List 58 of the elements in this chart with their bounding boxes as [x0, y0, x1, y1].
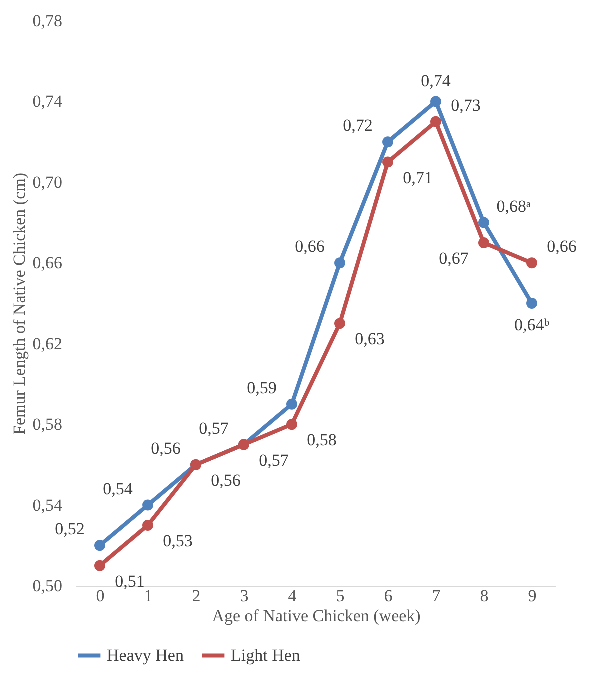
- legend-label: Heavy Hen: [107, 646, 184, 665]
- x-tick-label: 4: [288, 586, 298, 606]
- data-label: 0,53: [163, 531, 193, 550]
- data-label: 0,72: [343, 116, 373, 136]
- x-axis-title: Age of Native Chicken (week): [212, 606, 421, 626]
- x-tick-label: 0: [96, 586, 105, 606]
- x-tick-label: 9: [528, 586, 537, 606]
- data-label: 0,51: [115, 572, 145, 591]
- point: [478, 217, 490, 228]
- point: [142, 500, 154, 511]
- point: [478, 238, 490, 248]
- data-label: 0,56: [211, 470, 241, 490]
- point: [382, 136, 394, 148]
- y-tick-label: 0,70: [32, 172, 62, 192]
- data-label: 0,52: [55, 520, 85, 539]
- data-label: 0,73: [451, 96, 481, 115]
- point: [526, 258, 538, 269]
- x-tick-label: 7: [432, 586, 442, 606]
- x-tick-label: 3: [240, 586, 249, 606]
- point: [430, 96, 442, 108]
- data-label: 0,66: [547, 237, 577, 256]
- x-tick-label: 1: [144, 586, 153, 606]
- point: [334, 258, 346, 269]
- x-tick-label: 6: [384, 586, 393, 606]
- data-label: 0,74: [421, 72, 452, 91]
- data-label: 0,71: [403, 168, 433, 188]
- y-tick-label: 0,74: [32, 92, 63, 112]
- point: [94, 540, 106, 552]
- y-tick-label: 0,66: [32, 254, 62, 273]
- data-label: 0,64ᵇ: [514, 316, 550, 334]
- data-label: 0,54: [103, 479, 134, 498]
- y-axis-title: Femur Length of Native Chicken (cm): [10, 172, 29, 436]
- data-label: 0,63: [355, 330, 385, 349]
- point: [526, 298, 538, 309]
- x-tick-label: 5: [336, 586, 345, 606]
- data-label: 0,58: [307, 430, 337, 450]
- data-label: 0,67: [439, 248, 470, 268]
- legend-label: Light Hen: [231, 646, 301, 665]
- y-tick-label: 0,78: [32, 12, 62, 30]
- y-tick-label: 0,62: [32, 334, 62, 354]
- x-tick-label: 8: [480, 586, 489, 606]
- y-tick-label: 0,54: [32, 496, 63, 515]
- x-tick-label: 2: [192, 586, 201, 606]
- data-label: 0,68ᵃ: [496, 196, 532, 216]
- point: [430, 116, 442, 128]
- point: [286, 398, 298, 410]
- point: [286, 419, 298, 430]
- point: [334, 318, 346, 330]
- data-label: 0,59: [247, 378, 277, 398]
- data-label: 0,66: [295, 237, 325, 256]
- point: [382, 156, 394, 168]
- point: [94, 560, 106, 572]
- data-label: 0,57: [259, 450, 290, 470]
- y-tick-label: 0,50: [32, 576, 62, 596]
- point: [142, 520, 154, 531]
- data-label: 0,57: [199, 418, 230, 438]
- data-label: 0,56: [151, 438, 181, 458]
- y-tick-label: 0,58: [32, 415, 62, 434]
